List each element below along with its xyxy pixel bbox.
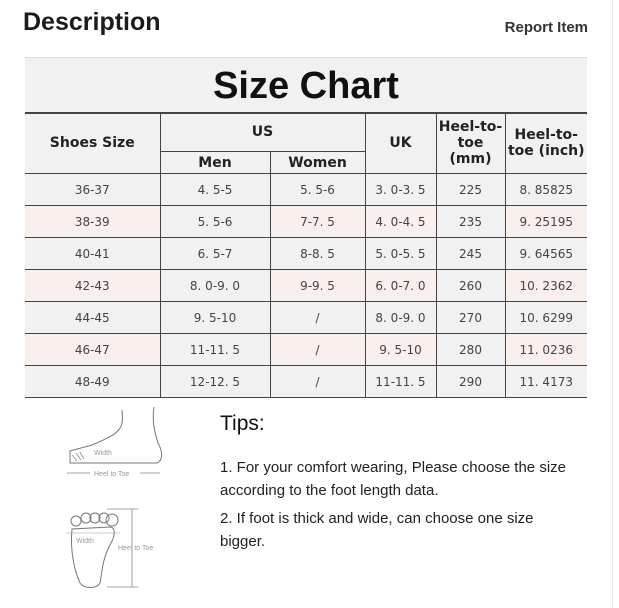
table-cell: 280 bbox=[435, 333, 506, 366]
table-cell: 40-41 bbox=[25, 237, 161, 270]
size-chart-image: Size Chart Shoes Size US UK Heel-to-toe … bbox=[25, 57, 587, 398]
table-cell: 11-11. 5 bbox=[159, 333, 271, 366]
tip-item: 1. For your comfort wearing, Please choo… bbox=[220, 459, 566, 499]
table-cell: 3. 0-3. 5 bbox=[364, 173, 437, 206]
table-cell: 6. 5-7 bbox=[159, 237, 271, 270]
table-cell: 8. 0-9. 0 bbox=[364, 301, 437, 334]
divider bbox=[612, 0, 613, 608]
table-row: 42-43 8. 0-9. 0 9-9. 5 6. 0-7. 0 260 10. 2362 bbox=[25, 269, 587, 302]
table-row: 40-41 6. 5-7 8-8. 5 5. 0-5. 5 245 9. 64565 bbox=[25, 237, 587, 270]
table-cell: 8-8. 5 bbox=[269, 237, 366, 270]
page-title: Description bbox=[23, 8, 161, 36]
header-women: Women bbox=[269, 151, 365, 174]
table-cell: 8. 0-9. 0 bbox=[159, 269, 271, 302]
foot-side-diagram: Width Heel to Toe bbox=[67, 406, 163, 478]
table-cell: 9-9. 5 bbox=[269, 269, 366, 302]
table-cell: 9. 25195 bbox=[504, 205, 587, 238]
table-cell: 9. 5-10 bbox=[364, 333, 437, 366]
table-cell: 36-37 bbox=[25, 173, 161, 206]
header-shoes-size: Shoes Size bbox=[25, 112, 161, 174]
table-cell: 46-47 bbox=[25, 333, 161, 366]
foot-top-diagram: Width Heel to Toe bbox=[66, 508, 153, 588]
table-row: 48-49 12-12. 5/11-11. 5 290 11. 4173 bbox=[25, 365, 587, 398]
table-cell: 5. 0-5. 5 bbox=[364, 237, 437, 270]
table-cell: 10. 2362 bbox=[504, 269, 587, 302]
header-heel-mm: Heel-to-toe (mm) bbox=[435, 112, 506, 174]
table-cell: 11. 0236 bbox=[504, 333, 587, 366]
table-cell: 4. 0-4. 5 bbox=[364, 205, 437, 238]
tips-heading: Tips: bbox=[220, 412, 265, 435]
heel-to-toe-label: Heel to Toe bbox=[118, 545, 153, 552]
table-cell: 260 bbox=[435, 269, 506, 302]
table-cell: 290 bbox=[435, 365, 506, 398]
table-cell: 225 bbox=[435, 173, 506, 206]
table-cell: 38-39 bbox=[25, 205, 161, 238]
size-chart-title: Size Chart bbox=[25, 58, 587, 114]
table-cell: 12-12. 5 bbox=[159, 365, 271, 398]
table-cell: 10. 6299 bbox=[504, 301, 587, 334]
size-table: Shoes Size US UK Heel-to-toe (mm) Heel-t… bbox=[25, 112, 587, 398]
table-cell: 42-43 bbox=[25, 269, 161, 302]
table-cell: 4. 5-5 bbox=[159, 173, 271, 206]
table-cell: 44-45 bbox=[25, 301, 161, 334]
table-cell: 9. 5-10 bbox=[159, 301, 271, 334]
table-cell: / bbox=[269, 301, 366, 334]
tip-item: 2. If foot is thick and wide, can choose… bbox=[220, 510, 534, 550]
heel-to-toe-label: Heel to Toe bbox=[94, 471, 129, 478]
width-label: Width bbox=[76, 538, 94, 545]
table-cell: 6. 0-7. 0 bbox=[364, 269, 437, 302]
table-cell: 8. 85825 bbox=[504, 173, 587, 206]
header-men: Men bbox=[160, 151, 271, 174]
table-cell: 48-49 bbox=[25, 365, 161, 398]
width-label: Width bbox=[94, 450, 112, 457]
table-cell: 9. 64565 bbox=[504, 237, 587, 270]
table-row: 38-39 5. 5-6 7-7. 5 4. 0-4. 5 235 9. 25195 bbox=[25, 205, 587, 238]
table-row: 36-37 4. 5-5 5. 5-6 3. 0-3. 5 225 8. 85825 bbox=[25, 173, 587, 206]
table-cell: 5. 5-6 bbox=[269, 173, 366, 206]
table-cell: 11. 4173 bbox=[504, 365, 587, 398]
header-heel-inch: Heel-to-toe (inch) bbox=[504, 112, 587, 174]
table-cell: 11-11. 5 bbox=[364, 365, 437, 398]
table-cell: 7-7. 5 bbox=[269, 205, 366, 238]
table-cell: / bbox=[269, 365, 366, 398]
table-cell: 5. 5-6 bbox=[159, 205, 271, 238]
header-us: US bbox=[159, 112, 366, 152]
table-cell: 245 bbox=[435, 237, 506, 270]
report-item-link[interactable]: Report Item bbox=[504, 19, 588, 36]
table-row: 46-47 11-11. 5/9. 5-10 280 11. 0236 bbox=[25, 333, 587, 366]
header-uk: UK bbox=[364, 112, 437, 174]
table-cell: 270 bbox=[435, 301, 506, 334]
table-cell: 235 bbox=[435, 205, 506, 238]
table-cell: / bbox=[269, 333, 366, 366]
table-row: 44-45 9. 5-10/8. 0-9. 0 270 10. 6299 bbox=[25, 301, 587, 334]
